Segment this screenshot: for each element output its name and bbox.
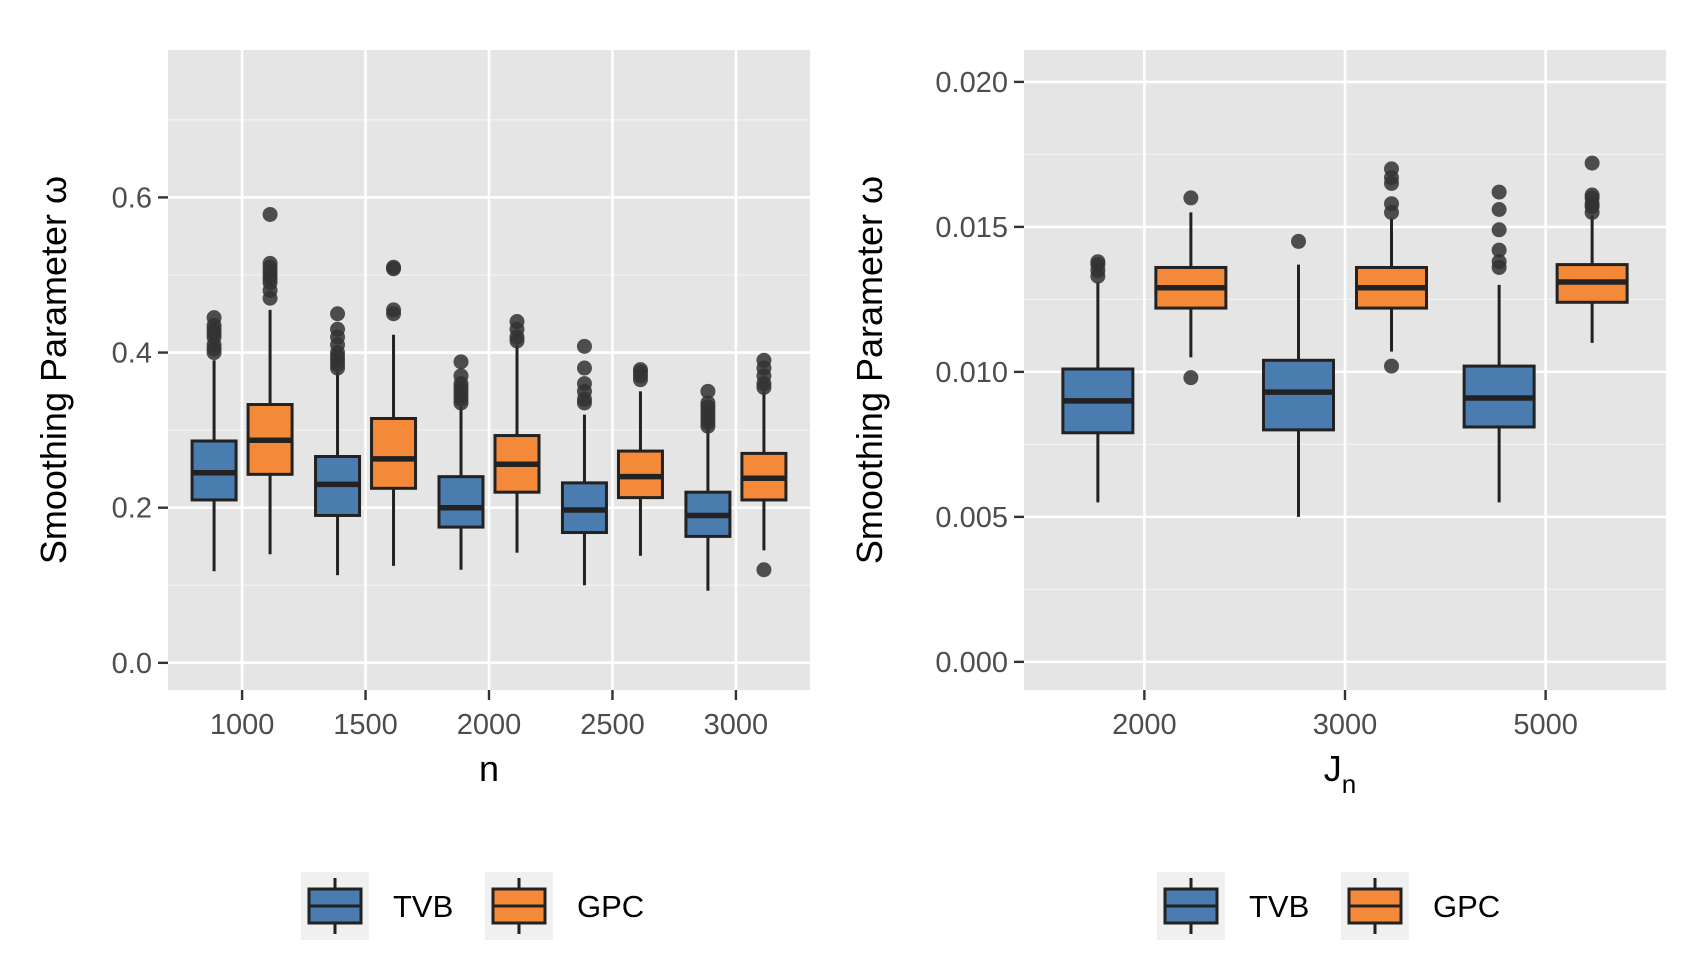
box-body: [370, 416, 418, 490]
x-tick-label: 2000: [457, 709, 522, 741]
outlier-point: [1291, 233, 1306, 249]
outlier-point: [453, 354, 469, 370]
box-gpc-3000: [740, 352, 788, 578]
outlier-point: [756, 352, 772, 368]
outlier-point: [576, 360, 592, 376]
y-tick-label: 0.020: [935, 67, 1008, 99]
box-tvb-1500: [314, 306, 362, 576]
outlier-point: [1491, 201, 1507, 217]
legend-label: GPC: [577, 889, 644, 924]
box-tvb-2000: [1061, 254, 1135, 503]
chart-right-boxes: [1061, 155, 1629, 517]
outlier-point: [1491, 242, 1507, 258]
box-tvb-2000: [437, 354, 485, 570]
x-tick-label: 5000: [1513, 709, 1578, 741]
outlier-point: [700, 395, 716, 411]
chart-left: 0.0 0.2 0.4 0.6 1000 1500 2000 2500 3000 n Smoo…: [33, 50, 810, 940]
y-tick-label: 0.0: [112, 648, 152, 680]
chart-right-x-ticks: 2000 3000 5000: [1112, 690, 1578, 741]
y-tick-label: 0.4: [112, 338, 152, 370]
legend-label: TVB: [1249, 889, 1309, 924]
y-tick-label: 0.6: [112, 182, 152, 214]
chart-right-x-label: Jn: [1324, 748, 1356, 799]
outlier-point: [330, 306, 346, 322]
legend-item-gpc: GPC: [1341, 872, 1500, 940]
outlier-point: [1384, 161, 1399, 177]
x-tick-label: 2500: [580, 709, 645, 741]
box-body: [437, 475, 485, 529]
chart-left-y-label: Smoothing Parameter ω: [33, 176, 74, 564]
y-tick-label: 0.000: [935, 647, 1008, 679]
chart-left-x-label: n: [479, 748, 499, 789]
outlier-point: [632, 362, 648, 378]
outlier-point: [262, 255, 278, 271]
outlier-point: [1183, 370, 1199, 386]
chart-left-legend: TVB GPC: [301, 872, 644, 940]
x-tick-label: 3000: [1313, 709, 1378, 741]
x-tick-label: 2000: [1112, 709, 1177, 741]
box-gpc-2000: [493, 314, 541, 553]
box-gpc-5000: [1555, 155, 1629, 343]
y-tick-label: 0.2: [112, 493, 152, 525]
outlier-point: [700, 383, 716, 399]
box-gpc-2000: [1154, 190, 1228, 386]
box-tvb-1000: [190, 310, 238, 572]
outlier-point: [1584, 187, 1600, 203]
outlier-point: [1384, 196, 1399, 212]
outlier-point: [756, 562, 772, 578]
y-tick-label: 0.015: [935, 212, 1008, 244]
box-gpc-1000: [246, 206, 294, 555]
chart-right-legend: TVB GPC: [1157, 872, 1500, 940]
y-tick-label: 0.010: [935, 357, 1008, 389]
x-tick-label: 1000: [210, 709, 275, 741]
outlier-point: [1491, 254, 1507, 270]
outlier-point: [576, 338, 592, 354]
legend-label: GPC: [1433, 889, 1500, 924]
outlier-point: [386, 259, 402, 275]
chart-right: 0.000 0.005 0.010 0.015 0.020 2000 3000 5000 J…: [849, 50, 1666, 940]
box-gpc-3000: [1355, 161, 1428, 374]
box-tvb-3000: [684, 383, 732, 591]
x-tick-label: 1500: [333, 709, 398, 741]
outlier-point: [206, 310, 222, 326]
outlier-point: [1491, 222, 1507, 238]
box-gpc-2500: [616, 362, 664, 556]
legend-item-tvb: TVB: [1157, 872, 1309, 940]
legend-item-tvb: TVB: [301, 872, 453, 940]
chart-left-x-ticks: 1000 1500 2000 2500 3000: [210, 690, 768, 741]
box-tvb-3000: [1262, 233, 1335, 517]
outlier-point: [262, 206, 278, 222]
chart-right-y-ticks: 0.000 0.005 0.010 0.015 0.020: [935, 67, 1024, 679]
outlier-point: [1183, 190, 1199, 206]
outlier-point: [1491, 184, 1507, 200]
legend-label: TVB: [393, 889, 453, 924]
y-tick-label: 0.005: [935, 502, 1008, 534]
chart-right-y-label: Smoothing Parameter ω: [849, 176, 890, 564]
outlier-point: [330, 321, 346, 337]
outlier-point: [1584, 155, 1600, 171]
box-tvb-5000: [1462, 184, 1536, 503]
outlier-point: [386, 302, 402, 318]
box-gpc-1500: [370, 259, 418, 566]
chart-right-x-label-main: J: [1324, 748, 1342, 789]
x-tick-label: 3000: [704, 709, 769, 741]
box-body: [1262, 358, 1335, 432]
outlier-point: [1090, 254, 1106, 270]
outlier-point: [453, 368, 469, 384]
outlier-point: [576, 376, 592, 392]
chart-left-major-grid: [168, 50, 810, 690]
outlier-point: [1384, 358, 1399, 374]
chart-left-y-ticks: 0.0 0.2 0.4 0.6: [112, 182, 168, 680]
outlier-point: [509, 314, 525, 330]
box-tvb-2500: [560, 338, 608, 586]
legend-item-gpc: GPC: [485, 872, 644, 940]
chart-right-x-label-subscript: n: [1342, 769, 1356, 799]
chart-left-boxes: [190, 206, 788, 591]
